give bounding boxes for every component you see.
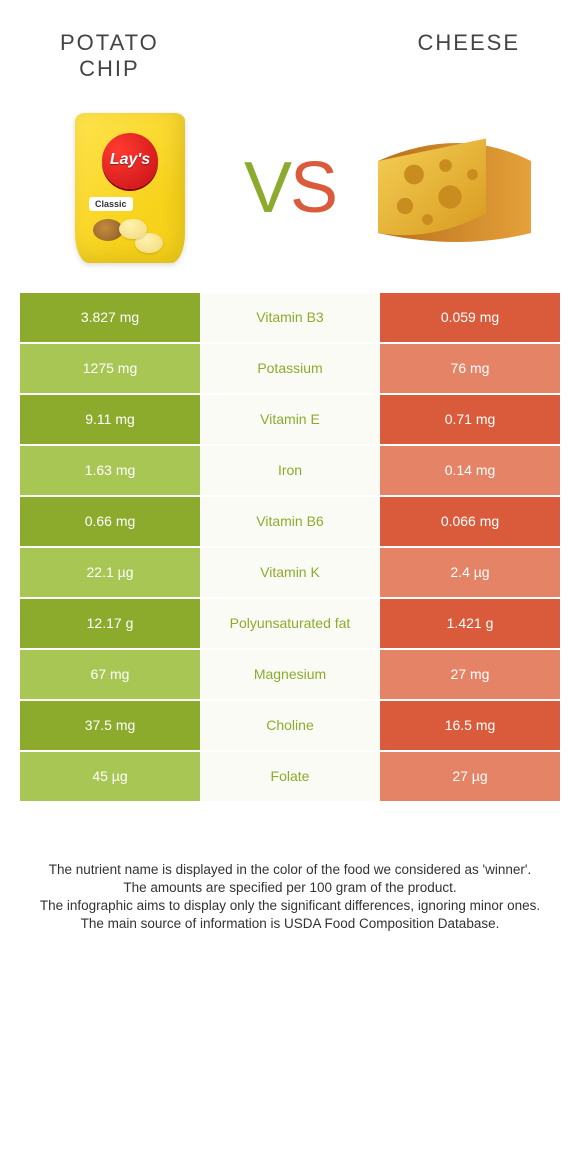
table-row: 9.11 mgVitamin E0.71 mg: [20, 395, 560, 444]
left-value: 12.17 g: [20, 599, 200, 648]
left-value: 37.5 mg: [20, 701, 200, 750]
footer-line: The nutrient name is displayed in the co…: [30, 861, 550, 879]
left-value: 22.1 µg: [20, 548, 200, 597]
left-value: 9.11 mg: [20, 395, 200, 444]
table-row: 37.5 mgCholine16.5 mg: [20, 701, 560, 750]
vs-label: VS: [244, 147, 336, 229]
right-value: 0.066 mg: [380, 497, 560, 546]
footer-line: The main source of information is USDA F…: [30, 915, 550, 933]
left-value: 3.827 mg: [20, 293, 200, 342]
nutrient-name: Folate: [200, 752, 380, 801]
right-value: 0.059 mg: [380, 293, 560, 342]
table-row: 67 mgMagnesium27 mg: [20, 650, 560, 699]
images-row: Lay's Classic VS: [0, 93, 580, 293]
right-value: 0.71 mg: [380, 395, 560, 444]
nutrient-name: Vitamin E: [200, 395, 380, 444]
lays-logo-text: Lay's: [75, 151, 185, 169]
right-value: 2.4 µg: [380, 548, 560, 597]
right-value: 27 mg: [380, 650, 560, 699]
lays-variant-label: Classic: [89, 197, 133, 211]
right-value: 76 mg: [380, 344, 560, 393]
nutrient-name: Iron: [200, 446, 380, 495]
left-value: 0.66 mg: [20, 497, 200, 546]
right-value: 0.14 mg: [380, 446, 560, 495]
vs-s: S: [290, 148, 336, 228]
header: POTATOCHIP CHEESE: [0, 0, 580, 93]
right-value: 1.421 g: [380, 599, 560, 648]
footer-line: The amounts are specified per 100 gram o…: [30, 879, 550, 897]
lays-bag-icon: Lay's Classic: [75, 113, 185, 263]
cheese-wedge-icon: [360, 123, 540, 253]
table-row: 0.66 mgVitamin B60.066 mg: [20, 497, 560, 546]
nutrient-name: Magnesium: [200, 650, 380, 699]
table-row: 1.63 mgIron0.14 mg: [20, 446, 560, 495]
left-value: 1.63 mg: [20, 446, 200, 495]
footer-line: The infographic aims to display only the…: [30, 897, 550, 915]
right-value: 16.5 mg: [380, 701, 560, 750]
cheese-image: [360, 98, 540, 278]
table-row: 22.1 µgVitamin K2.4 µg: [20, 548, 560, 597]
left-value: 67 mg: [20, 650, 200, 699]
right-value: 27 µg: [380, 752, 560, 801]
table-row: 3.827 mgVitamin B30.059 mg: [20, 293, 560, 342]
left-food-label: POTATOCHIP: [60, 30, 159, 83]
left-value: 1275 mg: [20, 344, 200, 393]
vs-v: V: [244, 148, 290, 228]
nutrient-name: Potassium: [200, 344, 380, 393]
nutrient-name: Vitamin B3: [200, 293, 380, 342]
table-row: 1275 mgPotassium76 mg: [20, 344, 560, 393]
table-row: 45 µgFolate27 µg: [20, 752, 560, 801]
nutrient-name: Vitamin B6: [200, 497, 380, 546]
right-food-label: CHEESE: [418, 30, 520, 56]
potato-chip-image: Lay's Classic: [40, 98, 220, 278]
left-value: 45 µg: [20, 752, 200, 801]
nutrient-name: Polyunsaturated fat: [200, 599, 380, 648]
comparison-table: 3.827 mgVitamin B30.059 mg1275 mgPotassi…: [20, 293, 560, 801]
table-row: 12.17 gPolyunsaturated fat1.421 g: [20, 599, 560, 648]
nutrient-name: Choline: [200, 701, 380, 750]
footer-notes: The nutrient name is displayed in the co…: [30, 861, 550, 934]
nutrient-name: Vitamin K: [200, 548, 380, 597]
